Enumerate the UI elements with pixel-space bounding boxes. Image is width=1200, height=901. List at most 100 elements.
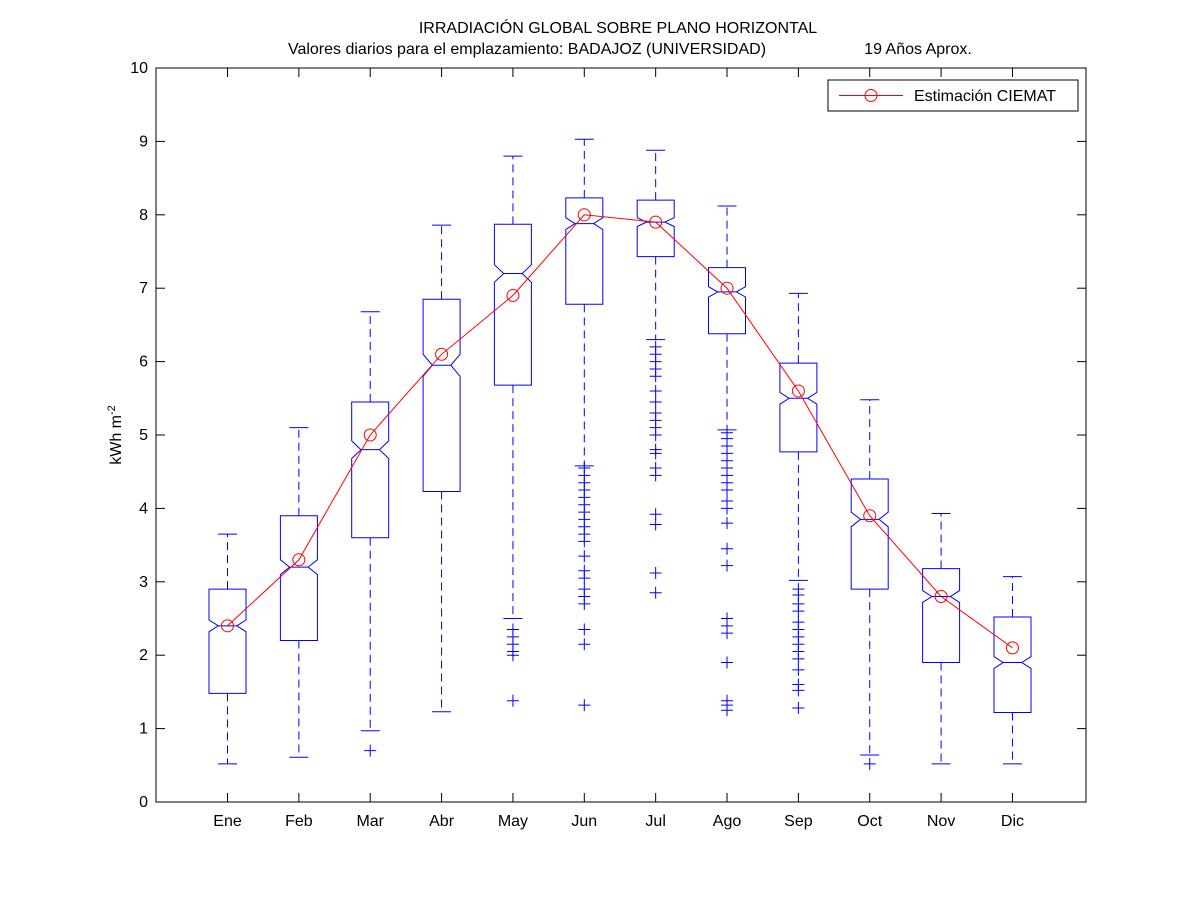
- outlier-point: [506, 623, 519, 636]
- outlier-point: [792, 663, 805, 676]
- legend-label: Estimación CIEMAT: [914, 88, 1056, 105]
- outlier-point: [364, 744, 377, 757]
- series-line: [227, 214, 1013, 649]
- series-point: [934, 589, 948, 603]
- x-tick-label: Dic: [1001, 813, 1024, 830]
- y-tick-label: 2: [139, 647, 148, 664]
- box-notched: [993, 616, 1032, 713]
- x-tick-label: Sep: [784, 813, 813, 830]
- y-tick-label: 9: [139, 133, 148, 150]
- series-point: [720, 281, 734, 295]
- boxplot-mar: [351, 311, 390, 732]
- outlier-point: [649, 340, 662, 353]
- chart-title: IRRADIACIÓN GLOBAL SOBRE PLANO HORIZONTA…: [419, 18, 817, 37]
- x-tick-label: Ene: [213, 813, 242, 830]
- legend: Estimación CIEMAT: [827, 79, 1079, 112]
- outlier-point: [792, 616, 805, 629]
- outlier-point: [649, 462, 662, 475]
- y-tick-label: 5: [139, 427, 148, 444]
- boxplot-dic: [993, 576, 1032, 765]
- x-tick-label: May: [498, 813, 528, 830]
- x-tick-label: Feb: [285, 813, 313, 830]
- x-tick-label: Ago: [713, 813, 742, 830]
- x-tick-label: Jul: [645, 813, 665, 830]
- outlier-point: [721, 656, 734, 669]
- x-tick-label: Jun: [571, 813, 597, 830]
- outlier-point: [578, 550, 591, 563]
- box-notched: [565, 197, 604, 305]
- boxplot-jun: [565, 138, 604, 467]
- outlier-point: [649, 384, 662, 397]
- y-tick-label: 3: [139, 574, 148, 591]
- outlier-point: [721, 612, 734, 625]
- outlier-point: [578, 623, 591, 636]
- outlier-point: [721, 694, 734, 707]
- x-tick-label: Oct: [857, 813, 882, 830]
- series-point: [1005, 641, 1019, 655]
- axes-frame: [155, 67, 1087, 803]
- boxplot-ago: [708, 205, 746, 431]
- series-point: [863, 509, 877, 523]
- box-notched: [779, 362, 818, 453]
- outlier-point: [721, 517, 734, 530]
- x-tick-label: Abr: [429, 813, 455, 830]
- boxplot-oct: [850, 399, 889, 756]
- x-tick-label: Mar: [356, 813, 384, 830]
- y-tick-label: 4: [139, 500, 148, 517]
- outlier-point: [792, 583, 805, 596]
- series-point: [649, 215, 663, 229]
- series-point: [577, 208, 591, 222]
- x-tick-label: Nov: [927, 813, 955, 830]
- ciemat-series: [221, 208, 1019, 655]
- outlier-point: [721, 559, 734, 572]
- y-tick-label: 1: [139, 721, 148, 738]
- box-notched: [351, 401, 390, 539]
- y-tick-label: 6: [139, 354, 148, 371]
- outlier-point: [578, 699, 591, 712]
- outlier-point: [721, 426, 734, 439]
- boxplot-feb: [279, 427, 318, 758]
- box-notched: [708, 267, 746, 335]
- box-notched: [850, 478, 889, 590]
- y-axis: 0 1 2 3 4 5 6 7 8 9 10: [130, 60, 1086, 811]
- plot-area: 0 1 2 3 4 5 6 7 8 9 10 Ene Feb Mar Abr May Jun Jul Ago Sep…: [130, 60, 1087, 830]
- series-point: [506, 289, 520, 303]
- box-notched: [279, 515, 318, 641]
- box-notched: [493, 223, 532, 386]
- boxplot-may: [493, 155, 532, 619]
- y-tick-label: 0: [139, 794, 148, 811]
- outlier-point: [792, 678, 805, 691]
- outlier-point: [506, 694, 519, 707]
- y-axis-label-superscript: -2: [106, 405, 118, 415]
- legend-marker-circle: [864, 89, 878, 102]
- series-point: [292, 553, 306, 567]
- outlier-point: [578, 638, 591, 651]
- boxplot-sep: [779, 292, 818, 581]
- x-axis: Ene Feb Mar Abr May Jun Jul Ago Sep Oct Nov Dic: [213, 68, 1024, 830]
- box-notched: [636, 199, 675, 258]
- outlier-point: [649, 406, 662, 419]
- outlier-point: [649, 395, 662, 408]
- series-point: [221, 619, 234, 633]
- outlier-point: [863, 757, 876, 770]
- series-point: [435, 347, 449, 361]
- y-tick-label: 8: [139, 207, 148, 224]
- outlier-point: [792, 702, 805, 715]
- outlier-point: [649, 443, 662, 456]
- outlier-point: [578, 564, 591, 577]
- series-point: [363, 428, 377, 442]
- chart-subtitle-right: 19 Años Aprox.: [864, 41, 972, 58]
- outlier-point: [649, 586, 662, 599]
- outlier-point: [721, 495, 734, 508]
- chart-subtitle: Valores diarios para el emplazamiento: B…: [288, 41, 766, 58]
- outlier-point: [721, 542, 734, 555]
- box-notched: [922, 568, 961, 663]
- outlier-point: [649, 508, 662, 521]
- outlier-point: [649, 566, 662, 579]
- y-tick-label: 7: [139, 280, 148, 297]
- y-axis-label: kWh m-2: [106, 405, 125, 465]
- series-point: [791, 384, 805, 398]
- y-tick-label: 10: [130, 60, 148, 77]
- outlier-point: [649, 518, 662, 531]
